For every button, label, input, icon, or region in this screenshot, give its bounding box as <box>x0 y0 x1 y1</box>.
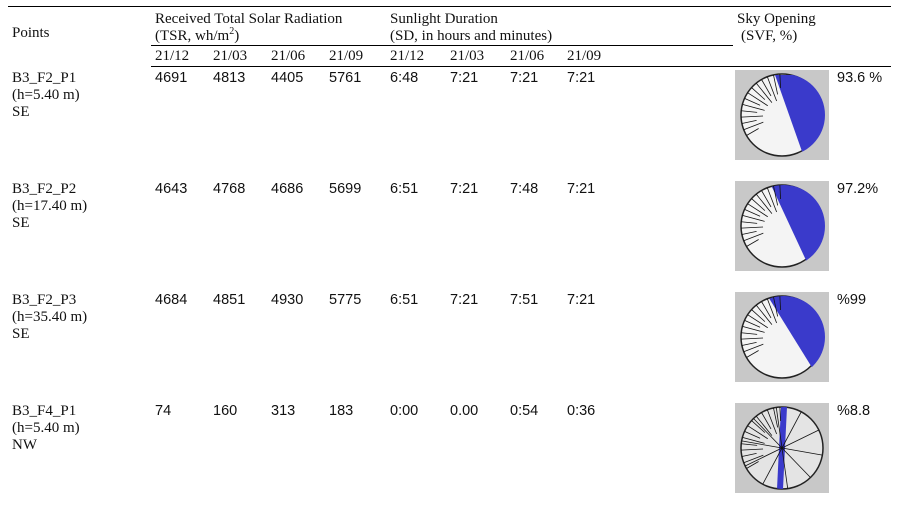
tsr-value: 4768 <box>209 178 267 289</box>
point-cell: B3_F2_P2(h=17.40 m)SE <box>8 178 151 289</box>
sd-value: 7:21 <box>446 67 506 179</box>
tsr-value: 4930 <box>267 289 325 400</box>
tsr-value: 5761 <box>325 67 386 179</box>
point-cell: B3_F4_P1(h=5.40 m)NW <box>8 400 151 511</box>
sd-value: 0:00 <box>386 400 446 511</box>
tsr-unit-text: (TSR, wh/m <box>155 28 229 44</box>
sky-image <box>735 70 829 160</box>
sd-value: 7:51 <box>506 289 563 400</box>
header-row: Points Received Total Solar Radiation (T… <box>8 7 891 46</box>
point-orientation: SE <box>12 215 147 232</box>
blank <box>733 46 891 67</box>
sky-image <box>735 403 829 493</box>
tsr-value: 4405 <box>267 67 325 179</box>
point-orientation: NW <box>12 437 147 454</box>
sd-title: Sunlight Duration <box>390 11 729 28</box>
date-label: 21/06 <box>267 46 325 67</box>
sd-value: 7:21 <box>563 67 733 179</box>
svf-value: %99 <box>831 289 891 400</box>
point-name: B3_F4_P1 <box>12 403 147 420</box>
date-label: 21/09 <box>563 46 733 67</box>
tsr-value: 313 <box>267 400 325 511</box>
svf-unit: (SVF, %) <box>737 28 887 45</box>
point-name: B3_F2_P1 <box>12 70 147 87</box>
point-cell: B3_F2_P3(h=35.40 m)SE <box>8 289 151 400</box>
svf-value: 97.2% <box>831 178 891 289</box>
sd-value: 6:51 <box>386 289 446 400</box>
svf-value: %8.8 <box>831 400 891 511</box>
sky-image-cell <box>733 67 831 179</box>
point-orientation: SE <box>12 326 147 343</box>
sd-unit: (SD, in hours and minutes) <box>390 28 729 45</box>
svf-header: Sky Opening (SVF, %) <box>733 7 891 46</box>
date-label: 21/03 <box>446 46 506 67</box>
sd-value: 6:51 <box>386 178 446 289</box>
tsr-unit-text: ) <box>234 28 239 44</box>
page: {"header": {"points": "Points", "tsr_tit… <box>0 0 921 514</box>
sky-image <box>735 181 829 271</box>
date-label: 21/12 <box>386 46 446 67</box>
data-row: B3_F2_P3(h=35.40 m)SE46844851493057756:5… <box>8 289 891 400</box>
tsr-value: 183 <box>325 400 386 511</box>
date-label: 21/12 <box>151 46 209 67</box>
tsr-value: 160 <box>209 400 267 511</box>
tsr-value: 4684 <box>151 289 209 400</box>
tsr-title: Received Total Solar Radiation <box>155 11 382 28</box>
sky-image-cell <box>733 178 831 289</box>
sd-value: 0:36 <box>563 400 733 511</box>
date-label: 21/09 <box>325 46 386 67</box>
sky-image-cell <box>733 400 831 511</box>
point-height: (h=17.40 m) <box>12 198 147 215</box>
sd-value: 0.00 <box>446 400 506 511</box>
svf-title: Sky Opening <box>737 11 887 28</box>
point-height: (h=5.40 m) <box>12 87 147 104</box>
date-label: 21/06 <box>506 46 563 67</box>
sd-value: 7:21 <box>563 178 733 289</box>
svf-value: 93.6 % <box>831 67 891 179</box>
tsr-value: 4691 <box>151 67 209 179</box>
tsr-header: Received Total Solar Radiation (TSR, wh/… <box>151 7 386 46</box>
point-height: (h=35.40 m) <box>12 309 147 326</box>
date-label: 21/03 <box>209 46 267 67</box>
point-height: (h=5.40 m) <box>12 420 147 437</box>
sd-value: 0:54 <box>506 400 563 511</box>
point-name: B3_F2_P2 <box>12 181 147 198</box>
point-cell: B3_F2_P1(h=5.40 m)SE <box>8 67 151 179</box>
point-name: B3_F2_P3 <box>12 292 147 309</box>
results-table: Points Received Total Solar Radiation (T… <box>8 6 891 511</box>
points-header: Points <box>8 7 151 67</box>
sd-value: 7:21 <box>563 289 733 400</box>
tsr-value: 5699 <box>325 178 386 289</box>
tsr-unit: (TSR, wh/m2) <box>155 28 382 45</box>
sd-value: 7:21 <box>446 178 506 289</box>
sd-header: Sunlight Duration (SD, in hours and minu… <box>386 7 733 46</box>
point-orientation: SE <box>12 104 147 121</box>
sd-value: 7:21 <box>506 67 563 179</box>
sky-image <box>735 292 829 382</box>
tsr-value: 4643 <box>151 178 209 289</box>
tsr-value: 4813 <box>209 67 267 179</box>
tsr-value: 4851 <box>209 289 267 400</box>
sd-value: 7:21 <box>446 289 506 400</box>
tsr-value: 4686 <box>267 178 325 289</box>
sd-value: 6:48 <box>386 67 446 179</box>
tsr-value: 74 <box>151 400 209 511</box>
tsr-value: 5775 <box>325 289 386 400</box>
sd-value: 7:48 <box>506 178 563 289</box>
sky-image-cell <box>733 289 831 400</box>
